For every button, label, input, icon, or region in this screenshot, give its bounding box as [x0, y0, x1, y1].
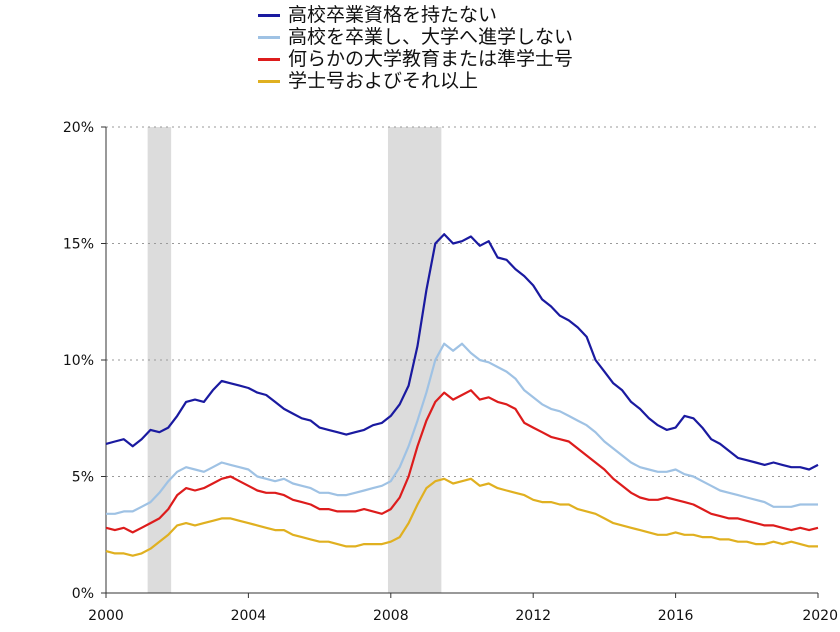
legend-item-high-school: 高校を卒業し、大学へ進学しない — [258, 26, 573, 48]
legend-label-some-college: 何らかの大学教育または準学士号 — [288, 48, 574, 70]
x-tick-label-4: 2016 — [658, 608, 694, 624]
series-lines — [105, 233, 819, 557]
x-tick-label-5: 2020 — [802, 608, 838, 624]
legend-label-high-school: 高校を卒業し、大学へ進学しない — [288, 26, 574, 48]
x-tick-label-3: 2012 — [515, 608, 551, 624]
axes — [101, 126, 819, 598]
y-tick-label-2: 10% — [63, 353, 94, 369]
x-tick-labels: 2000 2004 2008 2012 2016 2020 — [88, 608, 838, 624]
y-tick-label-0: 0% — [72, 586, 94, 602]
y-tick-label-4: 20% — [63, 120, 94, 136]
legend-item-no-high-school: 高校卒業資格を持たない — [258, 4, 573, 26]
y-tick-label-3: 15% — [63, 237, 94, 253]
recession-band-0 — [147, 127, 172, 593]
legend-swatch-bachelors — [258, 79, 280, 83]
series-line-3 — [105, 477, 818, 557]
legend-swatch-high-school — [258, 35, 280, 39]
gridlines — [106, 126, 818, 477]
legend: 高校卒業資格を持たない 高校を卒業し、大学へ進学しない 何らかの大学教育または準… — [258, 4, 573, 92]
legend-label-no-high-school: 高校卒業資格を持たない — [288, 4, 498, 26]
y-tick-label-1: 5% — [72, 470, 94, 486]
series-line-2 — [105, 389, 819, 534]
x-tick-label-1: 2004 — [231, 608, 267, 624]
series-line-1 — [106, 342, 818, 515]
y-tick-labels: 0% 5% 10% 15% 20% — [63, 120, 94, 602]
legend-swatch-some-college — [258, 57, 280, 61]
x-tick-label-0: 2000 — [88, 608, 124, 624]
series-line-0 — [105, 233, 819, 471]
legend-item-some-college: 何らかの大学教育または準学士号 — [258, 48, 573, 70]
x-tick-label-2: 2008 — [373, 608, 409, 624]
legend-swatch-no-high-school — [258, 13, 280, 17]
legend-item-bachelors: 学士号およびそれ以上 — [258, 70, 573, 92]
legend-label-bachelors: 学士号およびそれ以上 — [288, 70, 479, 92]
